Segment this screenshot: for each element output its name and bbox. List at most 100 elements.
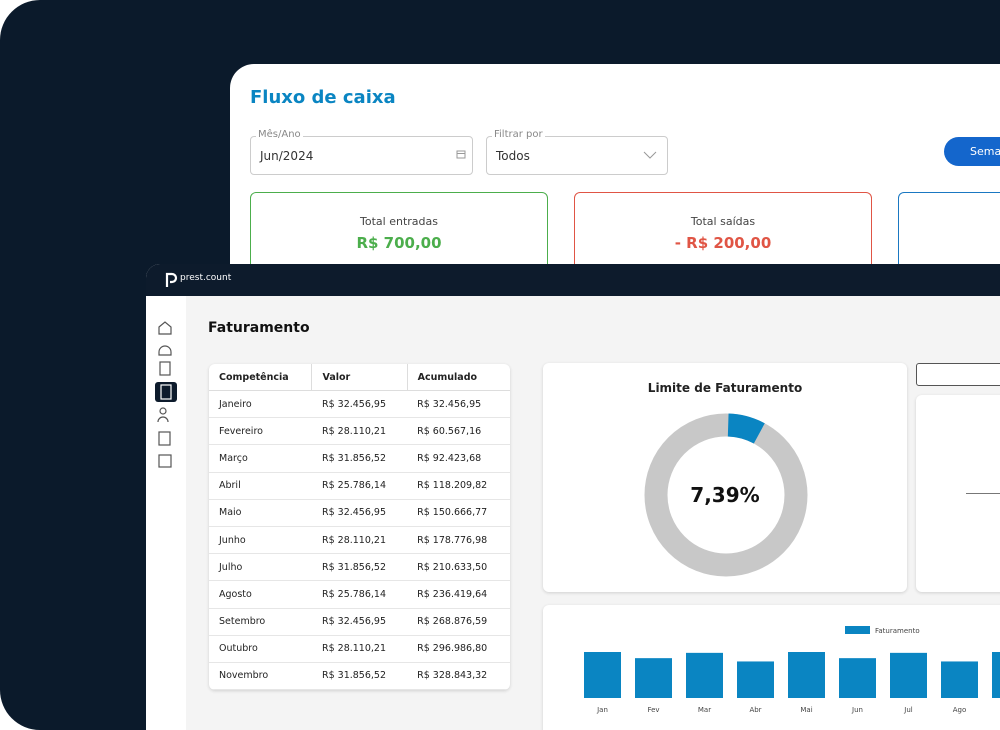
bar: [584, 652, 621, 698]
table-cell: Janeiro: [209, 390, 312, 419]
logo-icon: [165, 272, 178, 287]
bar: [686, 652, 723, 698]
button-label: Semana: [970, 145, 1000, 158]
card-value: - R$ 200,00: [674, 234, 772, 252]
table-cell: R$ 28.110,21: [311, 635, 408, 663]
sidebar: [146, 296, 186, 730]
x-tick-label: Fev: [647, 706, 659, 714]
x-tick-label: Jun: [851, 706, 863, 714]
date-field[interactable]: Mês/Ano Jun/2024: [250, 129, 473, 175]
book-icon[interactable]: [158, 454, 172, 468]
donut-panel: Limite de Faturamento 7,39%: [543, 363, 907, 592]
table-row: Julho R$ 31.856,52 R$ 210.633,50: [209, 553, 510, 582]
x-tick-label: Ago: [953, 706, 967, 714]
table-cell: Junho: [209, 526, 312, 555]
table: Competência Valor Acumulado Janeiro R$ 32.45…: [209, 364, 510, 690]
card-label: Total saídas: [690, 215, 756, 228]
legend-label: Faturamento: [875, 627, 920, 635]
card-label: Total entradas: [360, 215, 438, 228]
report-icon[interactable]: [158, 431, 171, 446]
table-cell: R$ 92.423,68: [407, 444, 510, 473]
expense-card: Total saídas - R$ 200,00: [574, 192, 872, 284]
front-window: prest.count Faturamento Competência Valor…: [146, 264, 1000, 730]
x-tick-label: Mai: [800, 706, 812, 714]
field-label: Mês/Ano: [256, 129, 303, 140]
x-tick-label: Jul: [903, 706, 913, 714]
table-cell: R$ 32.456,95: [311, 608, 408, 636]
table-cell: Novembro: [209, 662, 312, 690]
table-row: Abril R$ 25.786,14 R$ 118.209,82: [209, 472, 510, 500]
x-tick-label: Jan: [596, 706, 608, 714]
bar: [737, 661, 774, 698]
field-value: Todos: [496, 149, 530, 163]
filter-field[interactable]: Filtrar por Todos: [486, 129, 668, 175]
week-button[interactable]: Semana: [944, 137, 1000, 166]
column-header: Acumulado: [406, 364, 510, 391]
calc-icon: [160, 384, 172, 400]
doc-icon[interactable]: [159, 361, 171, 376]
x-tick-label: Mar: [698, 706, 711, 714]
table-cell: R$ 118.209,82: [407, 472, 510, 500]
revenue-table: Competência Valor Acumulado Janeiro R$ 32.45…: [209, 364, 510, 690]
table-row: Outubro R$ 28.110,21 R$ 296.986,80: [209, 635, 510, 663]
back-window: Fluxo de caixa Mês/Ano Jun/2024 Filtrar …: [230, 64, 1000, 294]
donut-chart: [644, 413, 808, 577]
x-tick-label: Abr: [749, 706, 761, 714]
table-cell: R$ 178.776,98: [407, 526, 510, 555]
table-cell: R$ 32.456,95: [311, 499, 408, 527]
bar: [941, 661, 978, 698]
bar: [839, 658, 876, 698]
table-cell: Julho: [209, 553, 312, 582]
table-cell: R$ 150.666,77: [407, 499, 510, 527]
donut-title: Limite de Faturamento: [647, 381, 803, 395]
bar: [992, 652, 1000, 698]
bar-chart: FaturamentoJanFevMarAbrMaiJunJulAgoSet: [584, 626, 1000, 714]
users-icon[interactable]: [159, 407, 167, 415]
support-icon[interactable]: [158, 345, 172, 356]
bar: [635, 658, 672, 698]
table-cell: R$ 268.876,59: [407, 608, 510, 636]
table-cell: Maio: [209, 499, 312, 527]
table-cell: R$ 210.633,50: [407, 553, 510, 582]
section-title: Faturamento: [208, 320, 310, 336]
logo: prest.count: [180, 273, 232, 283]
select-box[interactable]: [916, 363, 1000, 386]
table-cell: R$ 31.856,52: [311, 553, 408, 582]
side-panel: [916, 395, 1000, 592]
table-cell: R$ 328.843,32: [407, 662, 510, 690]
table-cell: R$ 32.456,95: [407, 390, 510, 419]
table-cell: R$ 28.110,21: [311, 417, 408, 446]
table-row: Maio R$ 32.456,95 R$ 150.666,77: [209, 499, 510, 527]
field-value: Jun/2024: [260, 149, 314, 163]
table-cell: R$ 236.419,64: [407, 580, 510, 609]
table-row: Setembro R$ 32.456,95 R$ 268.876,59: [209, 608, 510, 636]
donut-track: [644, 413, 808, 577]
home-icon[interactable]: [158, 321, 172, 335]
chevron: [643, 151, 657, 159]
bar-panel: FaturamentoJanFevMarAbrMaiJunJulAgoSet: [543, 605, 1000, 730]
field-label: Filtrar por: [492, 129, 545, 140]
table-cell: R$ 32.456,95: [311, 390, 408, 419]
bar: [788, 652, 825, 698]
bar: [890, 652, 927, 698]
calendar-icon: [456, 150, 466, 159]
table-cell: R$ 60.567,16: [407, 417, 510, 446]
nav-icons: [155, 321, 177, 468]
table-row: Junho R$ 28.110,21 R$ 178.776,98: [209, 526, 510, 555]
column-header: Competência: [209, 364, 312, 391]
table-row: Janeiro R$ 32.456,95 R$ 32.456,95: [209, 390, 510, 419]
divider: [966, 493, 1000, 494]
table-cell: Agosto: [209, 580, 312, 609]
card-value: R$ 700,00: [356, 234, 442, 252]
table-cell: Setembro: [209, 608, 312, 636]
table-cell: Fevereiro: [209, 417, 312, 446]
table-row: Março R$ 31.856,52 R$ 92.423,68: [209, 444, 510, 473]
table-cell: Março: [209, 444, 312, 473]
top-bar: prest.count: [146, 264, 1000, 296]
table-cell: R$ 31.856,52: [311, 662, 408, 690]
table-cell: Outubro: [209, 635, 312, 663]
table-row: Novembro R$ 31.856,52 R$ 328.843,32: [209, 662, 510, 690]
column-header: Valor: [311, 364, 408, 391]
table-cell: R$ 296.986,80: [407, 635, 510, 663]
